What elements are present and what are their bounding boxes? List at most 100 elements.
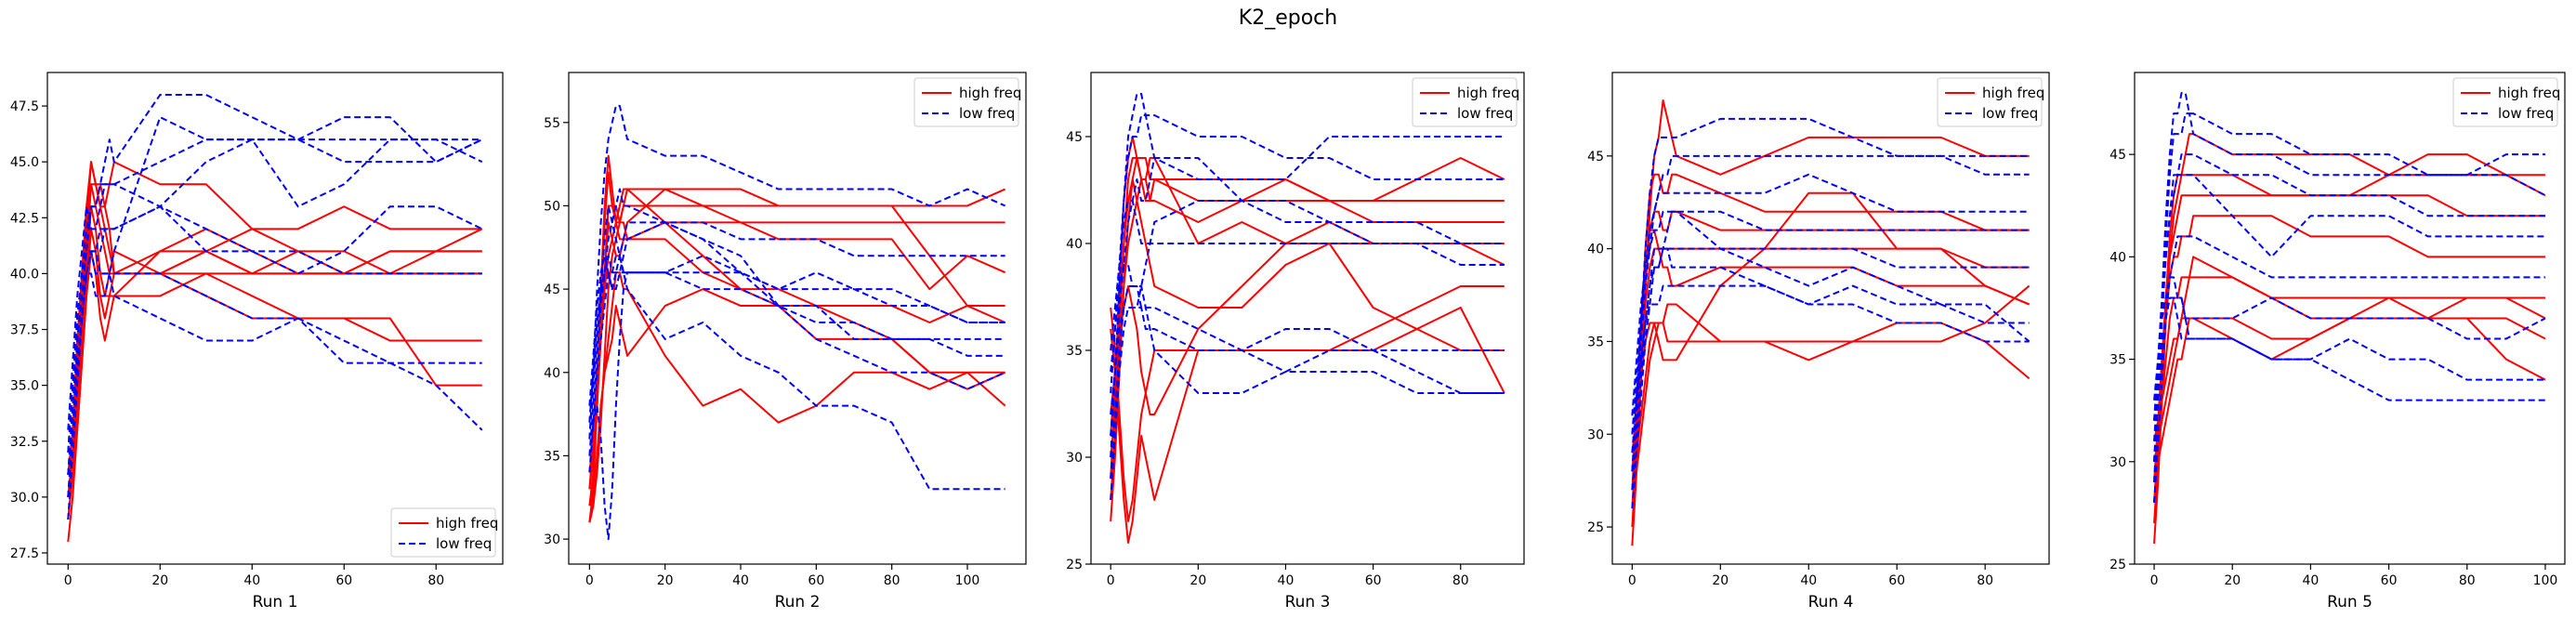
high-freq-line-2 (1631, 173, 2030, 509)
high-freq-line-4 (1110, 157, 1505, 458)
x-tick-label: 20 (1712, 573, 1728, 588)
axes-frame (568, 72, 1027, 565)
y-tick-label: 45 (1587, 150, 1604, 164)
high-freq-line-8 (2153, 256, 2546, 441)
high-freq-line-3 (588, 188, 1006, 490)
y-tick-label: 40 (544, 366, 560, 381)
x-tick-label: 60 (808, 573, 824, 588)
subplot-5: 0 20 40 60 80 100 25 30 35 40 45 Run 5 high freq low … (2109, 72, 2566, 611)
series-group (588, 104, 1006, 541)
x-tick-label: 80 (427, 573, 444, 588)
high-freq-line-1 (588, 171, 1006, 523)
low-freq-line-14 (1110, 264, 1505, 373)
y-tick-label: 25 (1587, 520, 1604, 535)
x-tick-label: 0 (1628, 573, 1636, 588)
low-freq-line-16 (2153, 296, 2545, 421)
high-freq-line-3 (67, 183, 482, 476)
x-tick-label: 20 (2224, 573, 2241, 588)
x-axis-label: Run 1 (253, 593, 298, 611)
y-tick-label: 30 (544, 533, 560, 547)
x-tick-label: 40 (1278, 573, 1295, 588)
low-freq-line-12 (2153, 174, 2545, 421)
x-tick-label: 20 (1189, 573, 1206, 588)
high-freq-line-6 (1110, 285, 1505, 544)
low-freq-line-10 (2153, 112, 2545, 482)
x-axis-label: Run 3 (1285, 593, 1331, 611)
x-axis-label: Run 4 (1808, 593, 1854, 611)
low-freq-line-14 (1631, 247, 2030, 509)
low-freq-line-10 (67, 183, 482, 475)
x-tick-label: 80 (884, 573, 900, 588)
high-freq-line-5 (1631, 247, 2031, 472)
high-freq-line-1 (67, 205, 482, 498)
low-freq-line-11 (588, 255, 1005, 423)
low-freq-line-14 (588, 188, 1005, 456)
high-freq-line-8 (588, 204, 1006, 490)
legend-box (2452, 77, 2558, 127)
series-group (1631, 99, 2031, 546)
low-freq-line-10 (1631, 154, 2030, 435)
high-freq-line-5 (2153, 276, 2545, 503)
x-tick-label: 0 (1107, 573, 1115, 588)
low-freq-line-11 (1631, 173, 2030, 454)
x-tick-label: 0 (2150, 573, 2159, 588)
low-freq-line-9 (1110, 93, 1505, 458)
x-tick-label: 80 (1977, 573, 1993, 588)
legend-label-low: low freq (959, 105, 1015, 122)
y-tick-label: 32.5 (10, 435, 39, 450)
y-tick-label: 47.5 (10, 99, 39, 114)
high-freq-line-4 (588, 288, 1006, 523)
y-tick-label: 25 (2109, 558, 2126, 572)
high-freq-line-8 (67, 161, 482, 497)
low-freq-line-14 (67, 272, 483, 475)
y-tick-label: 37.5 (10, 323, 39, 338)
high-freq-line-3 (1631, 210, 2030, 528)
subplot-2: 0 20 40 60 80 100 30 35 40 45 50 55 Run 2 high freq lo… (544, 72, 1027, 611)
y-tick-label: 40 (1066, 237, 1083, 252)
low-freq-line-15 (1110, 307, 1505, 415)
low-freq-line-15 (1631, 210, 2031, 472)
low-freq-line-11 (2153, 153, 2545, 441)
x-tick-label: 40 (732, 573, 749, 588)
x-tick-label: 60 (335, 573, 352, 588)
x-tick-label: 60 (1888, 573, 1905, 588)
y-tick-label: 30 (2109, 455, 2126, 470)
y-tick-label: 35.0 (10, 379, 39, 394)
high-freq-line-7 (588, 204, 1005, 523)
y-tick-label: 35 (2109, 353, 2126, 368)
y-tick-label: 30.0 (10, 491, 39, 506)
legend-label-low: low freq (1457, 105, 1513, 122)
x-tick-label: 60 (2381, 573, 2398, 588)
low-freq-line-13 (588, 204, 1005, 440)
low-freq-line-9 (588, 104, 1006, 440)
subplots: 0 20 40 60 80 27.5 30.0 32.5 35.0 37.5 40.0 42.5 45.… (10, 72, 2566, 611)
axes-frame (2134, 72, 2566, 565)
subplot-4: 0 20 40 60 80 25 30 35 40 45 Run 4 high freq low fre… (1587, 72, 2050, 611)
y-tick-label: 35 (1066, 344, 1083, 359)
legend: high freq low freq (390, 507, 498, 558)
legend: high freq low freq (1412, 77, 1519, 127)
y-tick-label: 45 (544, 283, 560, 297)
y-tick-label: 45.0 (10, 155, 39, 170)
low-freq-line-16 (1110, 285, 1505, 480)
y-tick-label: 45 (2109, 148, 2126, 163)
axes-frame (1090, 72, 1525, 565)
y-tick-label: 35 (1587, 335, 1604, 349)
x-tick-label: 100 (2533, 573, 2558, 588)
series-group (1110, 93, 1505, 544)
y-tick-label: 40 (2109, 250, 2126, 265)
x-axis-label: Run 2 (775, 593, 821, 611)
axes-frame (46, 72, 504, 565)
low-freq-line-16 (1631, 284, 2030, 435)
legend: high freq low freq (913, 77, 1021, 127)
series-group (2153, 92, 2546, 545)
high-freq-line-2 (2153, 174, 2545, 523)
low-freq-line-13 (2153, 235, 2545, 503)
y-tick-label: 40 (1587, 243, 1604, 257)
high-freq-line-7 (2153, 317, 2546, 483)
low-freq-line-9 (1631, 117, 2030, 472)
y-tick-label: 55 (544, 116, 560, 131)
x-tick-label: 40 (1800, 573, 1817, 588)
y-tick-label: 42.5 (10, 211, 39, 226)
high-freq-line-3 (2153, 194, 2545, 503)
